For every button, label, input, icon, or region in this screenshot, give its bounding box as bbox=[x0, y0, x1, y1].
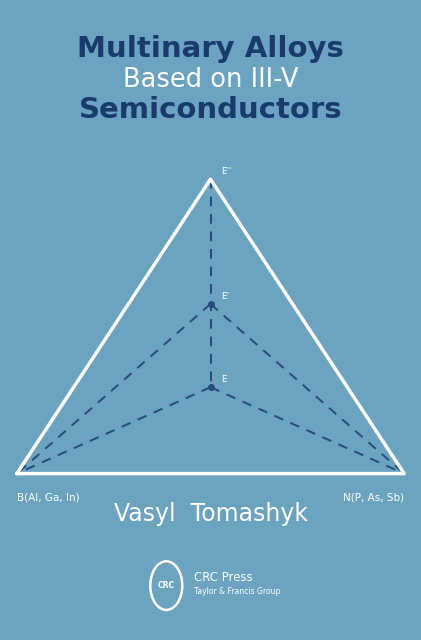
Text: E: E bbox=[221, 375, 226, 384]
Text: CRC: CRC bbox=[158, 581, 175, 590]
Text: N(P, As, Sb): N(P, As, Sb) bbox=[343, 493, 404, 503]
Text: E'': E'' bbox=[221, 167, 232, 176]
Text: Semiconductors: Semiconductors bbox=[79, 96, 342, 124]
Text: Vasyl  Tomashyk: Vasyl Tomashyk bbox=[114, 502, 307, 526]
Text: B(Al, Ga, In): B(Al, Ga, In) bbox=[17, 493, 80, 503]
Text: Multinary Alloys: Multinary Alloys bbox=[77, 35, 344, 63]
Text: CRC Press: CRC Press bbox=[194, 572, 253, 584]
Text: Based on III-V: Based on III-V bbox=[123, 67, 298, 93]
Text: E': E' bbox=[221, 292, 229, 301]
Text: Taylor & Francis Group: Taylor & Francis Group bbox=[194, 588, 280, 596]
